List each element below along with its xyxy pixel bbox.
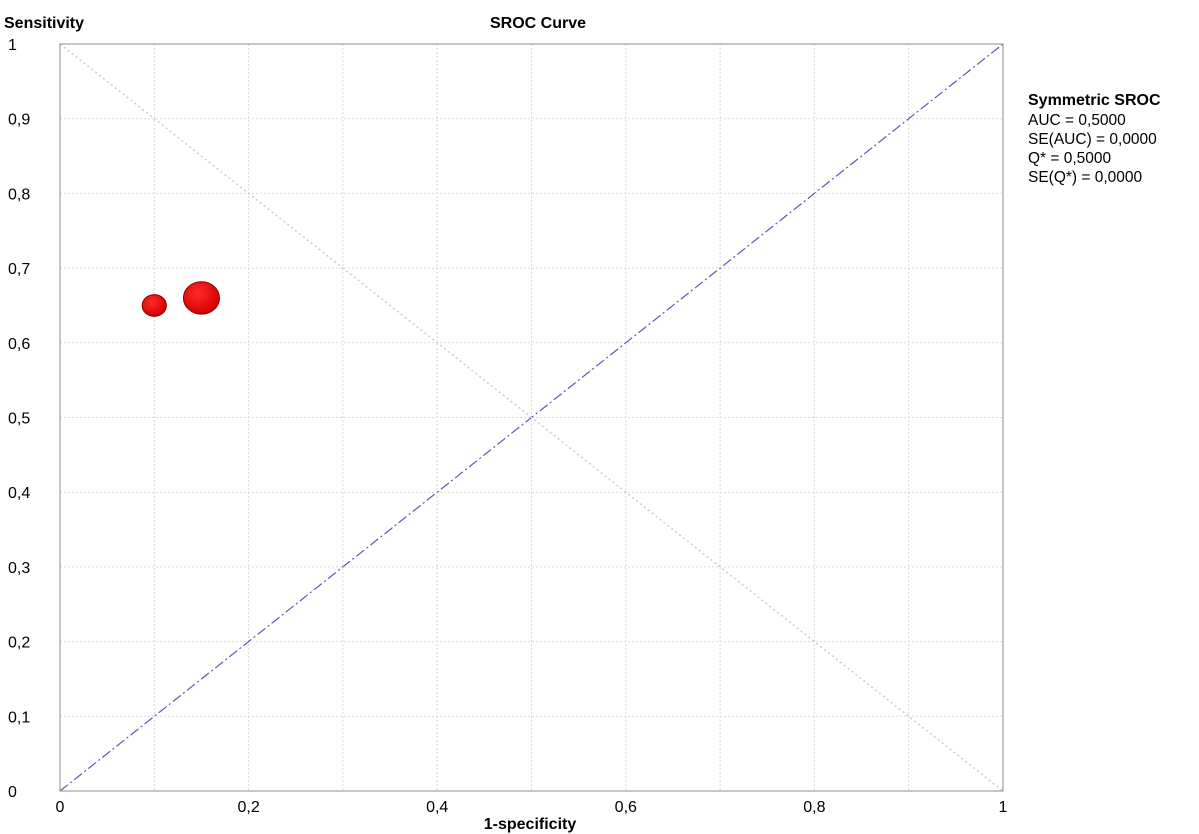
grid <box>60 44 1003 791</box>
x-tick-label: 0 <box>56 799 65 816</box>
y-tick-label: 0,3 <box>8 560 30 577</box>
y-tick-label: 0,2 <box>8 635 30 652</box>
x-tick-label: 0,6 <box>615 799 637 816</box>
legend-q-star: Q* = 0,5000 <box>1028 150 1112 167</box>
legend: Symmetric SROC AUC = 0,5000 SE(AUC) = 0,… <box>1028 92 1161 186</box>
x-tick-label: 1 <box>999 799 1008 816</box>
study-point <box>141 294 167 317</box>
x-tick-label: 0,4 <box>426 799 448 816</box>
x-tick-label: 0,2 <box>237 799 259 816</box>
study-point <box>182 281 220 315</box>
y-tick-label: 0,1 <box>8 709 30 726</box>
y-axis-label: Sensitivity <box>4 15 84 32</box>
study-points <box>141 281 220 317</box>
x-axis-ticks: 0 0,2 0,4 0,6 0,8 1 <box>56 799 1008 816</box>
y-tick-label: 0,8 <box>8 186 30 203</box>
legend-auc: AUC = 0,5000 <box>1028 112 1126 129</box>
y-tick-label: 0,6 <box>8 336 30 353</box>
y-tick-label: 1 <box>8 37 17 54</box>
y-tick-label: 0 <box>8 784 17 801</box>
y-tick-label: 0,9 <box>8 112 30 129</box>
y-tick-label: 0,5 <box>8 411 30 428</box>
x-axis-label: 1-specificity <box>484 816 577 833</box>
legend-se-q-star: SE(Q*) = 0,0000 <box>1028 169 1143 186</box>
legend-title: Symmetric SROC <box>1028 92 1161 109</box>
anti-diagonal-line <box>59 43 1004 792</box>
chart-title: SROC Curve <box>490 15 586 32</box>
y-axis-ticks: 0 0,1 0,2 0,3 0,4 0,5 0,6 0,7 0,8 0,9 1 <box>8 37 30 801</box>
y-tick-label: 0,4 <box>8 485 30 502</box>
legend-se-auc: SE(AUC) = 0,0000 <box>1028 131 1157 148</box>
x-tick-label: 0,8 <box>803 799 825 816</box>
y-tick-label: 0,7 <box>8 261 30 278</box>
reference-lines <box>59 43 1004 792</box>
plot-frame <box>59 43 1004 792</box>
